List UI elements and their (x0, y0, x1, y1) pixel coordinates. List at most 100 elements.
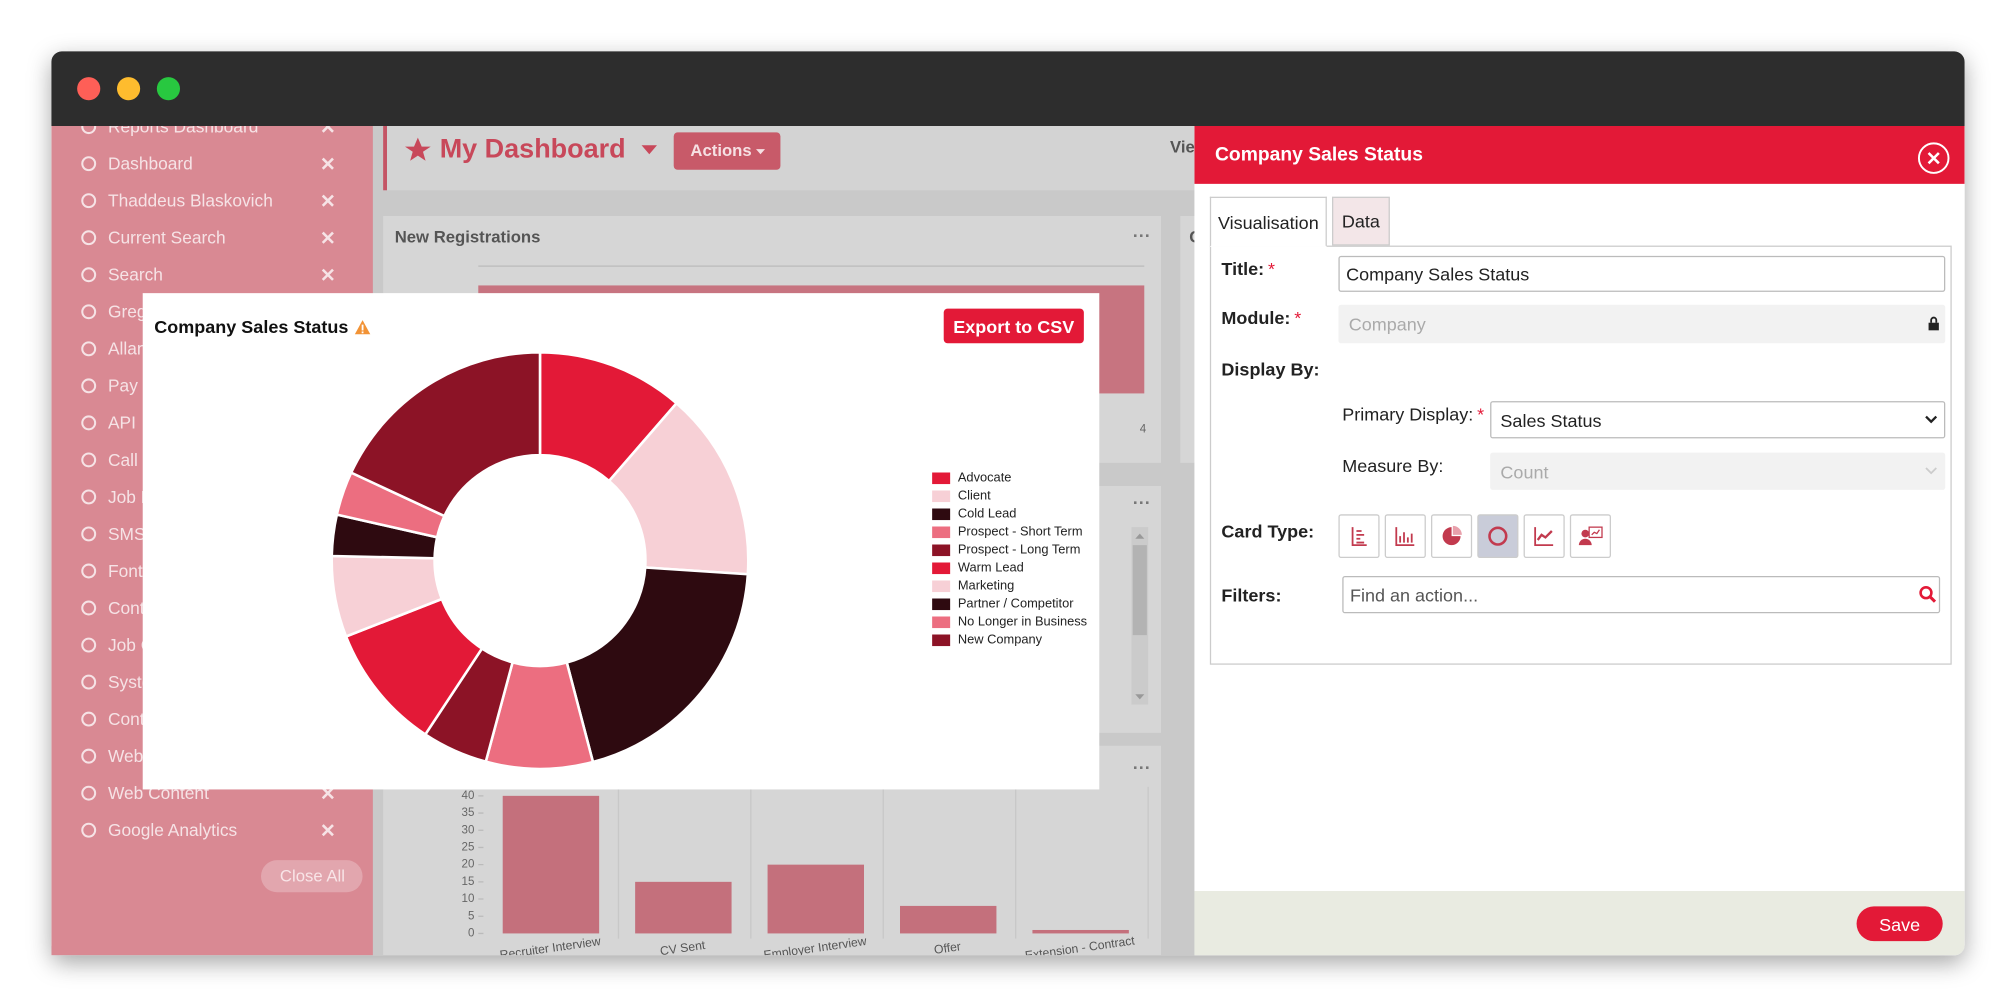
zoom-dot[interactable] (156, 77, 180, 101)
x-tick-label: Offer (933, 939, 962, 957)
item-close (321, 787, 334, 800)
legend-swatch (932, 616, 951, 629)
sidebar-item: Web (108, 746, 143, 766)
side-panel: Company Sales Status Visualisation Data … (1194, 125, 1965, 956)
donut-slice (349, 350, 542, 518)
module-input: Company (1338, 304, 1946, 344)
label-text: Primary Display: (1342, 403, 1474, 425)
item-icon (81, 230, 97, 246)
minimize-dot[interactable] (116, 77, 141, 101)
dashboard-title: My Dashboard (440, 134, 626, 164)
search-icon[interactable] (1918, 585, 1937, 603)
legend-swatch (932, 562, 951, 575)
card-type-pie[interactable] (1430, 514, 1473, 558)
legend-label: Partner / Competitor (958, 596, 1074, 611)
sidebar-item: Job C (108, 635, 153, 655)
scroll-down[interactable] (1135, 694, 1145, 700)
y-tick-label: 15 (462, 876, 475, 888)
sidebar-item: Dashboard (108, 154, 193, 174)
tab-active[interactable]: Visualisation (1209, 196, 1327, 247)
label-text: Module: (1221, 307, 1291, 328)
item-icon (81, 304, 97, 320)
item-icon (81, 748, 97, 764)
filters-input[interactable]: Find an action... (1342, 575, 1941, 614)
view-label: Vie (1170, 137, 1195, 156)
legend-swatch (932, 634, 951, 647)
sidebar-item: Cont (108, 598, 145, 618)
legend-swatch (932, 526, 951, 539)
card-type-table[interactable] (1338, 514, 1380, 558)
measure-by-select: Count (1490, 452, 1946, 490)
sidebar-item: Reports Dashboard (108, 117, 258, 137)
card-type-donut[interactable] (1477, 514, 1519, 558)
bar (502, 795, 600, 934)
item-icon (81, 415, 97, 431)
scroll-up[interactable] (1135, 533, 1145, 539)
panel-title: Company Sales Status (1214, 143, 1423, 166)
sidebar-item: Thaddeus Blaskovich (108, 191, 273, 211)
legend-swatch (932, 490, 951, 503)
sidebar-item: API (108, 413, 136, 433)
legend-label: Warm Lead (958, 560, 1024, 575)
legend-swatch (932, 580, 951, 593)
sidebar-item: Job B (108, 487, 152, 507)
widget-menu[interactable]: ··· (1133, 758, 1151, 778)
export-button[interactable]: Export to CSV (943, 308, 1084, 344)
card-type-line[interactable] (1523, 514, 1565, 558)
card-type-bar[interactable] (1384, 514, 1426, 558)
required-mark: * (1294, 307, 1302, 328)
sidebar-item: Current Search (108, 228, 226, 248)
field-label: Module: * (1221, 307, 1301, 328)
close-all-label: Close All (280, 866, 345, 885)
bar (1032, 929, 1129, 934)
form-box (1209, 245, 1952, 665)
y-tick-label: 40 (462, 790, 475, 802)
select-caret (1925, 467, 1937, 475)
widget-title: New Registrations (395, 227, 541, 246)
sidebar-item: Search (108, 265, 163, 285)
warning-icon[interactable] (353, 318, 371, 335)
item-icon (81, 267, 97, 283)
item-close (321, 157, 334, 170)
card-type-kpi[interactable] (1569, 514, 1611, 558)
close-all-button[interactable] (260, 860, 363, 893)
item-close (321, 268, 334, 281)
item-icon (81, 125, 97, 135)
scroll-thumb[interactable] (1132, 545, 1147, 636)
legend-label: Cold Lead (958, 506, 1017, 521)
item-close (321, 194, 334, 207)
legend-label: Advocate (958, 470, 1012, 485)
close-dot[interactable] (77, 77, 101, 101)
widget-menu[interactable]: ··· (1133, 493, 1151, 513)
legend-label: Prospect - Short Term (958, 524, 1083, 539)
item-icon (81, 822, 97, 838)
legend-swatch (932, 472, 951, 485)
actions-button[interactable] (673, 132, 781, 170)
dropdown-caret[interactable] (641, 145, 657, 155)
donut-slice (565, 566, 750, 764)
section-label: Display By: (1221, 358, 1320, 380)
tab[interactable]: Data (1331, 196, 1390, 246)
widget-menu[interactable]: ··· (1133, 225, 1151, 245)
item-close (321, 125, 334, 133)
title-input[interactable]: Company Sales Status (1338, 255, 1946, 292)
field-label: Primary Display: * (1342, 404, 1484, 425)
panel-close[interactable] (1917, 141, 1950, 174)
item-close (321, 824, 334, 837)
sidebar-item: Cont (108, 709, 145, 729)
save-button[interactable]: Save (1856, 906, 1943, 942)
star-icon[interactable] (404, 137, 431, 161)
item-icon (81, 489, 97, 505)
bar (635, 881, 732, 934)
item-icon (81, 563, 97, 579)
value-label: 4 (1140, 423, 1147, 435)
popup-title-row: Company Sales Status (154, 316, 371, 337)
title-bar (51, 51, 1965, 126)
sidebar-item: Call (108, 450, 138, 470)
y-tick-label: 35 (462, 807, 475, 819)
primary-display-select[interactable]: Sales Status (1490, 401, 1946, 439)
label-text: Title: (1221, 258, 1265, 279)
item-icon (81, 193, 97, 209)
